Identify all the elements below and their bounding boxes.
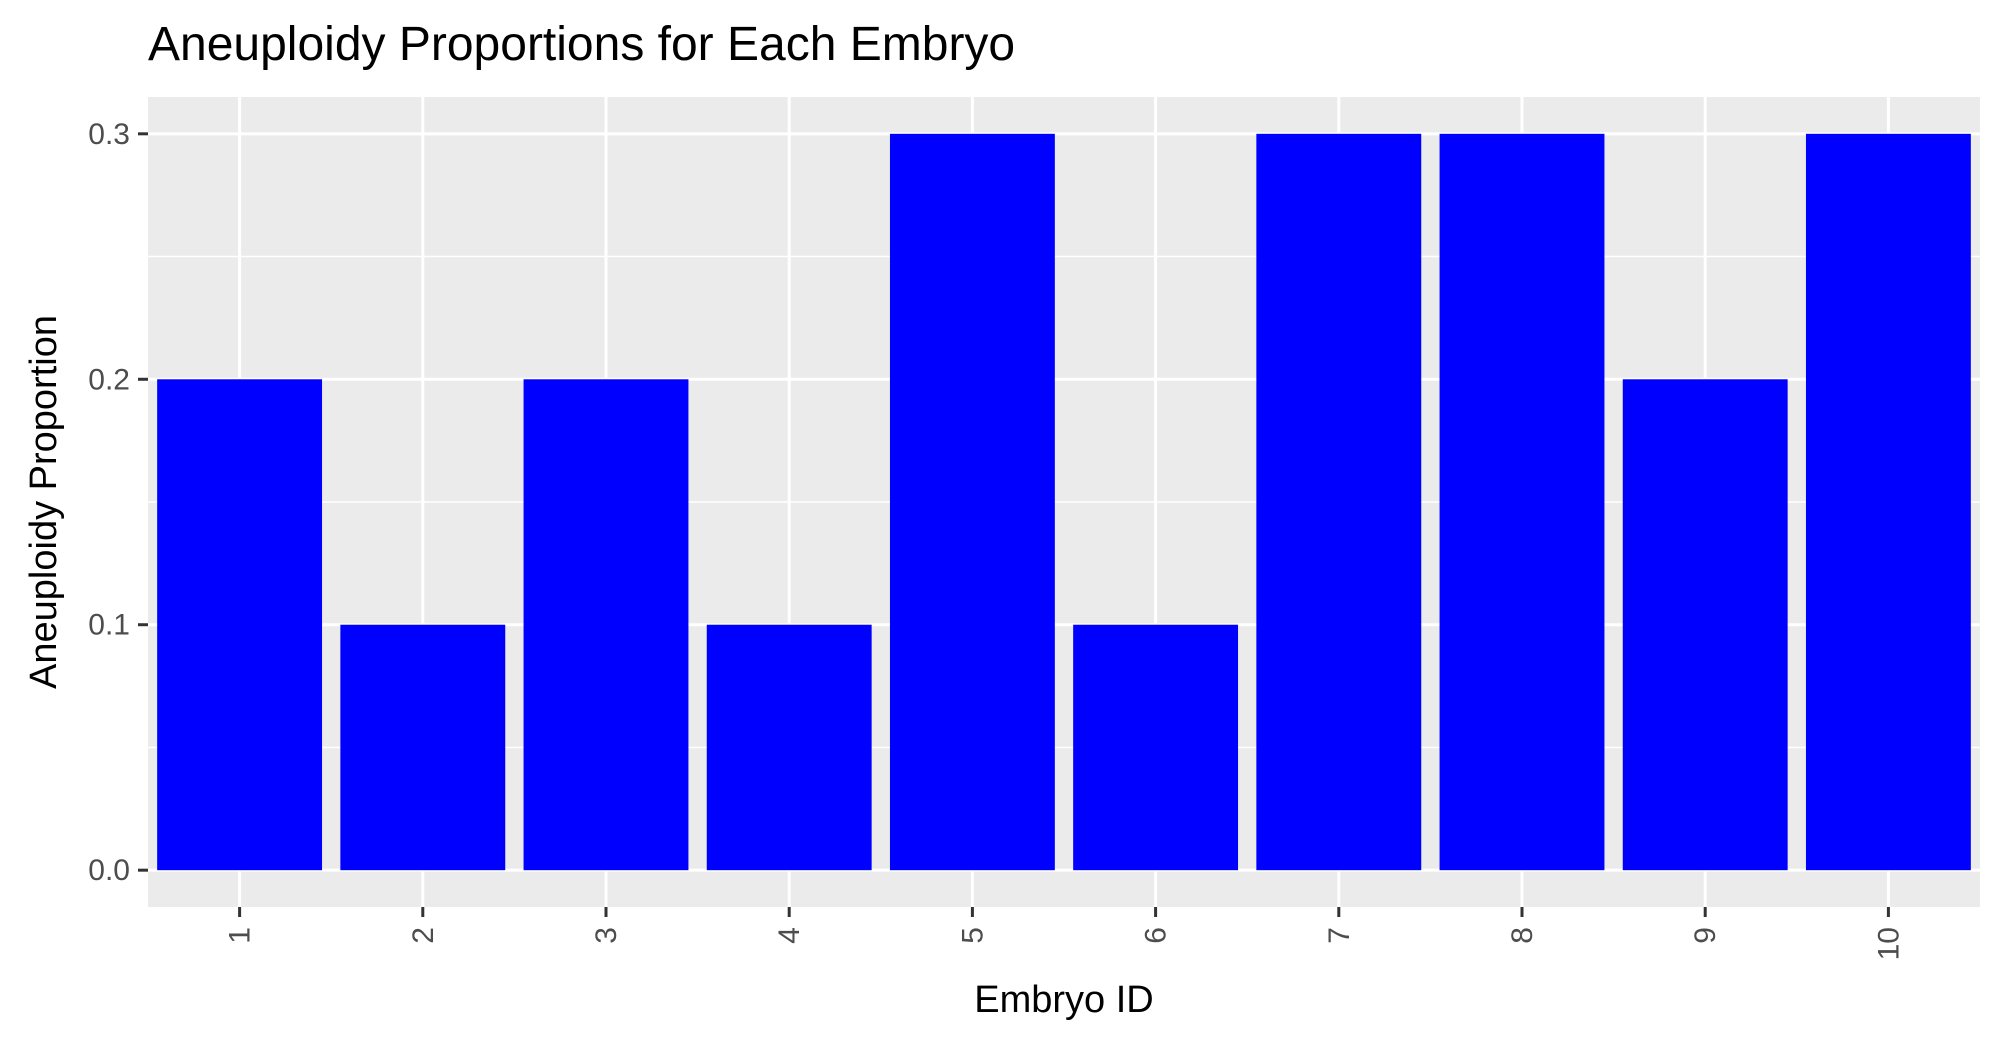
bar-embryo-4 xyxy=(706,624,872,871)
bar-embryo-5 xyxy=(889,133,1055,871)
x-tick-label: 2 xyxy=(407,927,440,944)
bar-embryo-2 xyxy=(340,624,506,871)
bar-embryo-8 xyxy=(1439,133,1605,871)
y-tick-label: 0.0 xyxy=(88,854,130,887)
y-tick-label: 0.2 xyxy=(88,363,130,396)
bar-embryo-1 xyxy=(157,379,323,871)
x-tick-label: 10 xyxy=(1872,927,1905,960)
x-tick-label: 8 xyxy=(1506,927,1539,944)
x-tick-label: 7 xyxy=(1323,927,1356,944)
x-tick-label: 1 xyxy=(224,927,257,944)
bar-embryo-9 xyxy=(1622,379,1788,871)
x-tick-label: 9 xyxy=(1689,927,1722,944)
y-tick-label: 0.1 xyxy=(88,609,130,642)
x-tick-label: 6 xyxy=(1140,927,1173,944)
bars xyxy=(157,133,1971,871)
bar-embryo-3 xyxy=(523,379,689,871)
x-tick-label: 3 xyxy=(590,927,623,944)
x-axis-title: Embryo ID xyxy=(974,979,1153,1021)
y-axis: 0.0 0.1 0.2 0.3 xyxy=(88,118,148,887)
bar-embryo-10 xyxy=(1805,133,1971,871)
chart-title: Aneuploidy Proportions for Each Embryo xyxy=(148,18,1015,71)
y-axis-title: Aneuploidy Proportion xyxy=(23,315,65,689)
bar-embryo-6 xyxy=(1073,624,1239,871)
bar-embryo-7 xyxy=(1256,133,1422,871)
x-tick-label: 5 xyxy=(956,927,989,944)
x-tick-label: 4 xyxy=(773,927,806,944)
x-axis: 1 2 3 4 5 6 7 8 9 10 xyxy=(224,907,1905,960)
y-tick-label: 0.3 xyxy=(88,118,130,151)
